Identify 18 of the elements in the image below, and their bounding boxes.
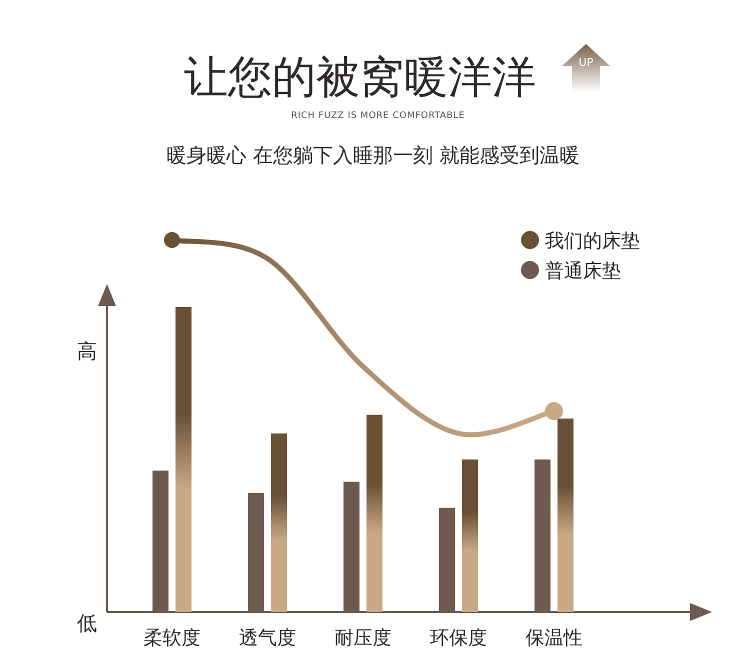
x-tick-label: 环保度 — [430, 627, 487, 649]
text: 高 — [77, 339, 97, 363]
x-tick-label: 透气度 — [239, 627, 296, 649]
chart-title: 让您的被窝暖洋洋 — [184, 52, 536, 103]
bar — [558, 418, 574, 612]
legend-label: 普通床垫 — [545, 260, 621, 282]
legend-label: 我们的床垫 — [545, 230, 640, 252]
bar — [366, 414, 382, 612]
text: 低 — [77, 611, 97, 635]
bar — [271, 433, 287, 612]
chart-subtitle: RICH FUZZ IS MORE COMFORTABLE — [291, 111, 465, 121]
bar — [176, 306, 192, 612]
text: UP — [578, 56, 594, 69]
bar — [462, 459, 478, 612]
x-tick-label: 耐压度 — [334, 627, 392, 649]
text: 暖身暖心 在您躺下入睡那一刻 就能感受到温暖 — [166, 143, 580, 167]
x-tick-label: 柔软度 — [144, 627, 200, 649]
x-tick-label: 保温性 — [526, 627, 582, 649]
